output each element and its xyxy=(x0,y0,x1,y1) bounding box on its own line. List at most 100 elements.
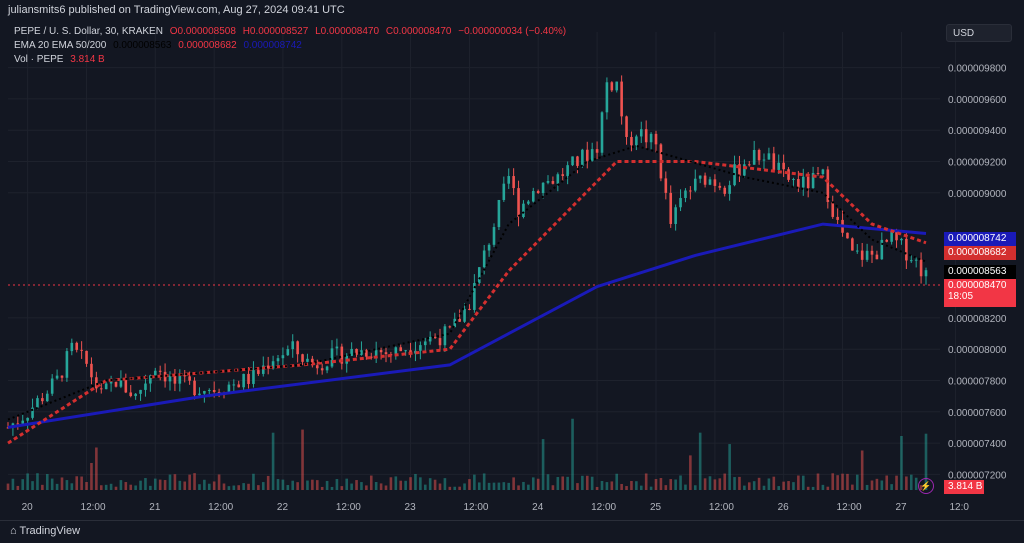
candle-body xyxy=(306,358,309,362)
volume-bar xyxy=(301,429,304,490)
candle-body xyxy=(149,375,152,384)
volume-bar xyxy=(546,474,550,490)
volume-bar xyxy=(851,484,854,490)
volume-bar xyxy=(865,484,869,490)
volume-bar xyxy=(158,479,162,490)
volume-bar xyxy=(60,477,64,490)
volume-bar xyxy=(203,479,206,490)
volume-bar xyxy=(620,483,623,490)
candle-body xyxy=(855,250,859,252)
candle-body xyxy=(585,149,589,161)
time-tick-label: 12:00 xyxy=(208,502,233,513)
volume-bar xyxy=(129,484,133,490)
volume-bar xyxy=(384,485,388,490)
candle-body xyxy=(173,375,177,384)
candle-body xyxy=(669,192,673,224)
candle-body xyxy=(767,153,771,160)
candles[interactable] xyxy=(6,75,928,436)
ema200-line xyxy=(7,222,927,429)
candle-body xyxy=(198,393,201,396)
time-tick-label: 12:00 xyxy=(709,502,734,513)
candle-body xyxy=(713,179,717,186)
volume-bar xyxy=(831,473,835,490)
volume-bar xyxy=(438,483,442,490)
candle-body xyxy=(502,183,506,200)
candle-body xyxy=(134,393,137,397)
lightning-icon[interactable]: ⚡ xyxy=(918,478,934,494)
volume-bar xyxy=(752,481,756,490)
volume-bar xyxy=(173,474,177,490)
volume-bar xyxy=(419,477,422,490)
candle-body xyxy=(895,231,898,241)
candle-body xyxy=(99,388,103,390)
candle-body xyxy=(315,365,319,369)
volume-bar xyxy=(797,475,800,490)
candle-body xyxy=(139,389,142,394)
candle-body xyxy=(551,181,555,184)
volume-bar xyxy=(772,476,776,490)
candle-body xyxy=(252,370,255,384)
volume-bar xyxy=(585,475,589,490)
volume-bar xyxy=(649,486,653,490)
ema200-price-tag: 0.000008742 xyxy=(944,232,1016,246)
volume-bar xyxy=(703,478,707,490)
candle-body xyxy=(581,149,584,166)
candle-body xyxy=(816,173,820,175)
brand-text: TradingView xyxy=(19,525,81,537)
volume-bar xyxy=(610,481,614,490)
candle-body xyxy=(227,384,231,394)
last-price-tag: 0.000008470 18:05 xyxy=(944,279,1016,307)
candle-body xyxy=(531,191,535,202)
volume-bar xyxy=(85,481,88,490)
candle-body xyxy=(365,350,368,357)
volume-bar xyxy=(114,486,118,490)
volume-bar xyxy=(571,418,574,490)
volume-bar xyxy=(816,473,820,490)
volume-bar xyxy=(787,481,790,490)
volume-bar xyxy=(65,480,69,490)
high-value: H0.000008527 xyxy=(242,26,309,37)
volume-bar xyxy=(556,477,560,490)
volume-bar xyxy=(551,485,555,490)
candle-body xyxy=(369,356,373,358)
candle-body xyxy=(787,169,790,180)
candle-body xyxy=(723,187,727,194)
candle-body xyxy=(556,174,560,184)
currency-button[interactable]: USD xyxy=(946,24,1012,42)
candle-body xyxy=(65,351,69,378)
price-tick-label: 0.000007200 xyxy=(948,470,1007,481)
footer: ⌂ TradingView xyxy=(0,520,1024,543)
candle-body xyxy=(919,259,923,277)
time-tick-label: 27 xyxy=(895,502,907,513)
time-axis[interactable]: 20 12:00 21 12:00 22 12:00 23 12:00 24 12:00 25 12:… xyxy=(22,502,970,513)
tradingview-logo[interactable]: ⌂ TradingView xyxy=(10,525,80,537)
volume-bar xyxy=(212,481,216,490)
volume-bar xyxy=(134,485,137,490)
volume-bar xyxy=(144,478,147,490)
volume-bar xyxy=(860,450,864,490)
low-value: L0.000008470 xyxy=(315,26,380,37)
volume-bar xyxy=(468,479,471,490)
price-chart[interactable]: 0.000009800 0.000009600 0.000009400 0.00000… xyxy=(0,22,1024,520)
volume-bar xyxy=(914,477,918,490)
volume-bar xyxy=(801,475,805,490)
candle-body xyxy=(330,348,334,367)
price-tick-label: 0.000009800 xyxy=(948,64,1007,75)
candle-body xyxy=(188,376,191,381)
price-tick-label: 0.000007400 xyxy=(948,439,1007,450)
price-axis[interactable]: 0.000009800 0.000009600 0.000009400 0.00000… xyxy=(948,64,1007,482)
time-tick-label: 25 xyxy=(650,502,662,513)
volume-bar xyxy=(414,473,417,490)
candle-body xyxy=(512,176,515,189)
close-value: C0.000008470 xyxy=(385,26,452,37)
volume-bar xyxy=(448,486,452,490)
candle-body xyxy=(419,345,422,351)
candle-body xyxy=(914,259,918,261)
ema200-value: 0.000008742 xyxy=(243,40,302,51)
candle-body xyxy=(595,149,599,153)
volume-bar xyxy=(340,486,344,490)
volume-bar xyxy=(50,478,54,490)
volume-bar xyxy=(792,482,795,490)
volume-bar xyxy=(335,479,339,490)
candle-body xyxy=(924,270,928,277)
